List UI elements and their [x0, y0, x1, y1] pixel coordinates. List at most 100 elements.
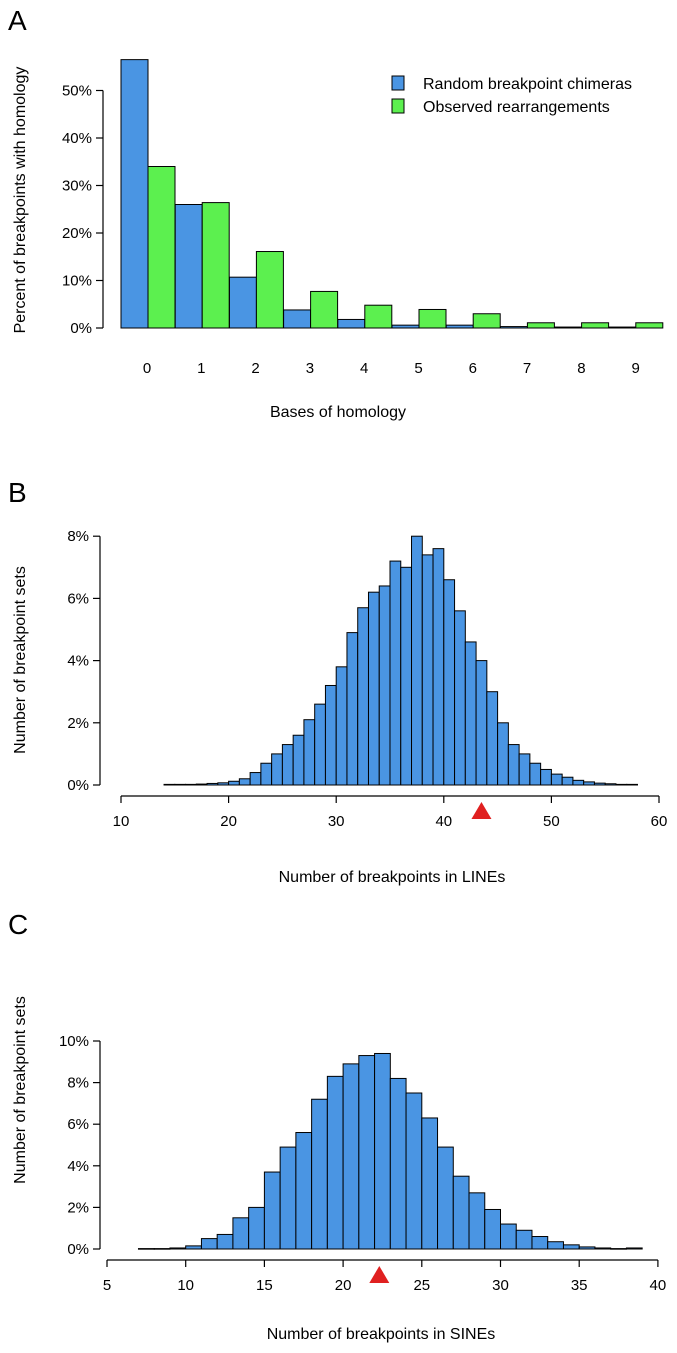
bar-observed-1	[201, 202, 230, 329]
x-tick-label: 60	[651, 813, 668, 830]
hist-bar-23	[260, 762, 273, 786]
x-tick-label: 10	[113, 813, 130, 830]
legend-swatch-random	[391, 75, 405, 91]
panel-b-letter: B	[8, 477, 27, 508]
legend-swatch-observed	[391, 98, 405, 114]
hist-bar-20	[228, 780, 240, 786]
hist-bar-34	[378, 585, 391, 786]
hist-bar-31	[346, 632, 359, 786]
bar-random-0	[120, 59, 149, 329]
panel-b-x-axis: 10 20 30 40 50 60	[113, 795, 668, 830]
hist-bar-25	[281, 744, 294, 786]
hist-bar-37	[610, 1248, 627, 1250]
hist-bar-24	[405, 1092, 423, 1250]
x-tick-label: 6	[469, 360, 477, 377]
x-tick-label: 5	[414, 360, 422, 377]
hist-bar-16	[185, 783, 197, 786]
panel-a-letter: A	[8, 5, 27, 36]
hist-bar-35	[389, 560, 402, 786]
bar-observed-9	[635, 322, 664, 329]
panel-b-observed-marker	[471, 802, 492, 819]
bar-random-3	[283, 309, 312, 329]
x-tick-label: 30	[492, 1277, 509, 1294]
hist-bar-26	[292, 734, 305, 786]
hist-bar-38	[421, 554, 434, 786]
hist-bar-39	[432, 548, 445, 786]
hist-bar-48	[529, 762, 542, 786]
y-tick-label: 6%	[67, 1116, 89, 1133]
panel-b-bars	[163, 535, 638, 786]
hist-bar-33	[367, 591, 380, 786]
hist-bar-16	[279, 1146, 297, 1250]
hist-bar-36	[400, 566, 413, 786]
panel-c-x-axis-label: Number of breakpoints in SINEs	[267, 1326, 496, 1343]
y-tick-label: 0%	[67, 777, 89, 794]
y-tick-label: 10%	[62, 273, 92, 290]
panel-a-y-axis: 0% 10% 20% 30% 40% 50%	[62, 83, 104, 337]
hist-bar-55	[604, 783, 617, 786]
hist-bar-29	[484, 1208, 502, 1250]
hist-bar-32	[531, 1236, 549, 1250]
hist-bar-14	[163, 783, 176, 786]
hist-bar-10	[185, 1245, 202, 1250]
hist-bar-41	[454, 610, 466, 786]
bar-random-4	[337, 318, 366, 329]
hist-bar-7	[137, 1248, 155, 1250]
x-tick-label: 40	[435, 813, 452, 830]
hist-bar-28	[468, 1192, 486, 1250]
hist-bar-53	[583, 781, 595, 786]
hist-bar-44	[486, 691, 499, 786]
panel-a-y-axis-label: Percent of breakpoints with homology	[12, 67, 29, 334]
hist-bar-50	[550, 773, 563, 786]
x-tick-label: 2	[251, 360, 259, 377]
hist-bar-18	[311, 1098, 328, 1250]
hist-bar-17	[295, 1132, 313, 1250]
hist-bar-37	[411, 535, 423, 786]
x-tick-label: 30	[328, 813, 345, 830]
y-tick-label: 40%	[62, 130, 92, 147]
hist-bar-20	[342, 1063, 360, 1250]
bar-random-8	[554, 326, 583, 329]
bar-observed-4	[364, 304, 393, 329]
panel-b-x-axis-label: Number of breakpoints in LINEs	[279, 869, 506, 886]
bar-observed-6	[472, 313, 501, 329]
hist-bar-28	[314, 703, 326, 786]
panel-b-y-axis: 0% 2% 4% 6% 8%	[67, 528, 101, 794]
hist-bar-22	[249, 772, 262, 786]
y-tick-label: 2%	[67, 715, 89, 732]
hist-bar-21	[358, 1055, 376, 1250]
panel-a: A 0% 10% 20% 30% 40% 50% 0 1 2 3 4 5 6 7 8 9 Bases of …	[8, 5, 664, 421]
hist-bar-15	[174, 783, 187, 786]
legend-label-random: Random breakpoint chimeras	[423, 76, 632, 93]
x-tick-label: 4	[360, 360, 368, 377]
hist-bar-36	[594, 1247, 612, 1250]
hist-bar-30	[335, 666, 348, 786]
y-tick-label: 20%	[62, 225, 92, 242]
panel-c-x-axis: 5 10 15 20 25 30 35 40	[103, 1259, 667, 1294]
bar-observed-7	[526, 322, 555, 329]
y-tick-label: 4%	[67, 653, 89, 670]
x-tick-label: 40	[650, 1277, 667, 1294]
y-tick-label: 10%	[59, 1033, 89, 1050]
hist-bar-8	[153, 1248, 171, 1250]
bar-observed-5	[418, 308, 447, 329]
y-tick-label: 2%	[67, 1199, 89, 1216]
panel-a-x-axis-label: Bases of homology	[270, 404, 406, 421]
x-tick-label: 10	[177, 1277, 194, 1294]
hist-bar-11	[200, 1238, 218, 1250]
hist-bar-42	[464, 641, 477, 786]
hist-bar-27	[452, 1175, 470, 1250]
x-tick-label: 0	[143, 360, 151, 377]
hist-bar-13	[232, 1217, 250, 1250]
hist-bar-19	[326, 1075, 344, 1250]
y-tick-label: 6%	[67, 590, 89, 607]
hist-bar-57	[626, 783, 638, 786]
hist-bar-9	[169, 1247, 187, 1250]
x-tick-label: 3	[306, 360, 314, 377]
y-tick-label: 8%	[67, 1075, 89, 1092]
panel-b: B 0% 2% 4% 6% 8% 10 20 30 40 50 60 Number of brea…	[8, 477, 667, 886]
bar-random-1	[174, 204, 203, 329]
hist-bar-54	[593, 782, 606, 786]
hist-bar-46	[507, 744, 520, 786]
x-tick-label: 7	[523, 360, 531, 377]
